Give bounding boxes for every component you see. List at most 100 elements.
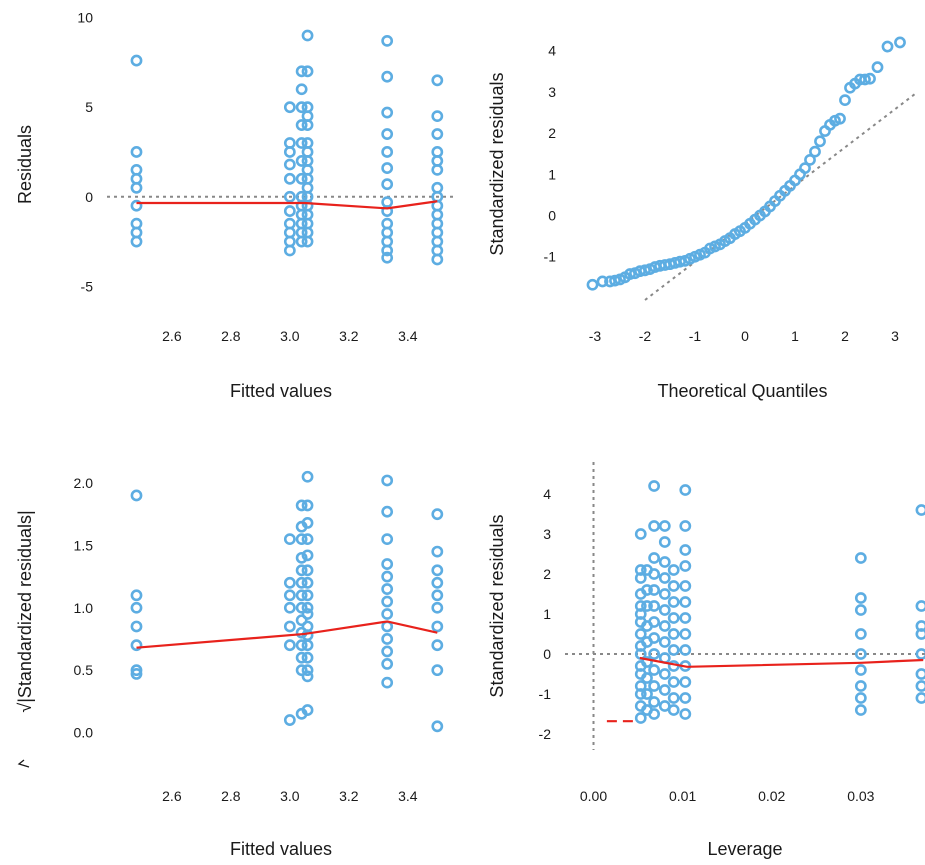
data-point xyxy=(658,604,671,616)
data-point xyxy=(679,580,692,592)
data-point xyxy=(679,560,692,572)
data-point xyxy=(667,644,680,656)
data-point xyxy=(295,601,308,614)
data-point xyxy=(301,517,314,529)
data-point xyxy=(283,639,296,652)
data-point xyxy=(634,712,647,724)
data-point xyxy=(295,65,308,78)
y-tick-label: -1 xyxy=(539,686,552,702)
data-point xyxy=(130,667,143,680)
data-point xyxy=(381,244,394,257)
data-point xyxy=(679,484,692,496)
data-point xyxy=(301,29,314,42)
y-tick-label: 2 xyxy=(543,566,551,582)
data-point xyxy=(648,480,661,492)
data-point xyxy=(295,137,308,149)
data-point xyxy=(648,648,661,660)
y-tick-label: 2 xyxy=(548,125,556,141)
data-point xyxy=(667,596,680,608)
data-point xyxy=(834,112,846,125)
y-tick-label: 1 xyxy=(548,166,556,182)
data-point xyxy=(658,636,671,648)
data-point xyxy=(381,583,394,595)
data-point xyxy=(283,533,296,546)
data-point xyxy=(295,119,308,131)
data-point xyxy=(381,106,394,119)
data-point xyxy=(658,684,671,696)
x-tick-label: 3.0 xyxy=(280,788,300,804)
y-tick-label: -2 xyxy=(539,726,552,742)
data-point xyxy=(381,608,394,620)
data-point xyxy=(648,696,661,708)
data-point xyxy=(674,255,686,268)
data-point xyxy=(431,589,444,602)
y-tick-label: 10 xyxy=(77,10,93,26)
x-tick-label: 0.03 xyxy=(847,788,874,804)
sqrt-symbol xyxy=(17,759,30,768)
x-tick-label: 0.02 xyxy=(758,788,785,804)
data-point xyxy=(295,639,308,652)
data-point xyxy=(648,600,661,612)
data-point xyxy=(130,620,143,633)
x-axis-label: Fitted values xyxy=(230,839,332,859)
data-point xyxy=(431,508,444,521)
data-point xyxy=(295,83,308,96)
data-point xyxy=(634,628,647,640)
y-tick-label: 1.0 xyxy=(74,600,94,616)
data-point xyxy=(381,474,394,487)
data-point xyxy=(915,600,925,612)
data-point xyxy=(648,708,661,720)
data-point xyxy=(664,258,676,271)
data-point xyxy=(301,470,314,483)
y-axis-label: Standardized residuals xyxy=(487,72,507,255)
data-point xyxy=(295,499,308,512)
y-axis-label: Residuals xyxy=(15,125,35,204)
x-tick-label: 3.2 xyxy=(339,328,359,344)
x-axis-label: Fitted values xyxy=(230,381,332,401)
data-point xyxy=(283,158,296,171)
data-point xyxy=(804,153,816,166)
data-point xyxy=(679,708,692,720)
data-point xyxy=(648,520,661,532)
data-point xyxy=(648,584,661,596)
x-tick-label: 0.00 xyxy=(580,788,607,804)
y-tick-label: 0.0 xyxy=(74,725,94,741)
data-point xyxy=(679,520,692,532)
x-tick-label: -3 xyxy=(589,328,602,344)
y-axis-label: Standardized residuals xyxy=(487,514,507,697)
data-point xyxy=(381,676,394,689)
x-tick-label: 3.2 xyxy=(339,788,359,804)
data-point xyxy=(381,128,394,140)
smooth-line xyxy=(136,620,438,649)
data-point xyxy=(381,633,394,645)
data-point xyxy=(854,604,867,616)
data-point xyxy=(667,612,680,624)
data-point xyxy=(431,74,444,87)
data-point xyxy=(814,135,826,148)
data-point xyxy=(381,558,394,570)
data-point xyxy=(381,533,394,546)
data-point xyxy=(667,564,680,576)
data-point xyxy=(381,146,394,158)
data-point xyxy=(295,614,308,627)
x-tick-label: -1 xyxy=(689,328,702,344)
data-point xyxy=(381,570,394,583)
data-point xyxy=(295,651,308,664)
y-tick-label: 3 xyxy=(543,526,551,542)
x-tick-label: 0 xyxy=(741,328,749,344)
data-point xyxy=(915,668,925,680)
data-point xyxy=(679,596,692,608)
data-point xyxy=(881,40,894,53)
data-point xyxy=(283,589,296,602)
data-point xyxy=(381,595,394,608)
data-point xyxy=(301,651,314,664)
data-point xyxy=(679,612,692,624)
data-point xyxy=(301,664,314,677)
x-axis-label: Theoretical Quantiles xyxy=(657,381,827,401)
data-point xyxy=(641,656,653,668)
data-point xyxy=(130,181,143,194)
data-point xyxy=(381,505,394,518)
x-tick-label: 3 xyxy=(891,328,899,344)
data-point xyxy=(431,253,444,266)
data-point xyxy=(130,664,143,677)
